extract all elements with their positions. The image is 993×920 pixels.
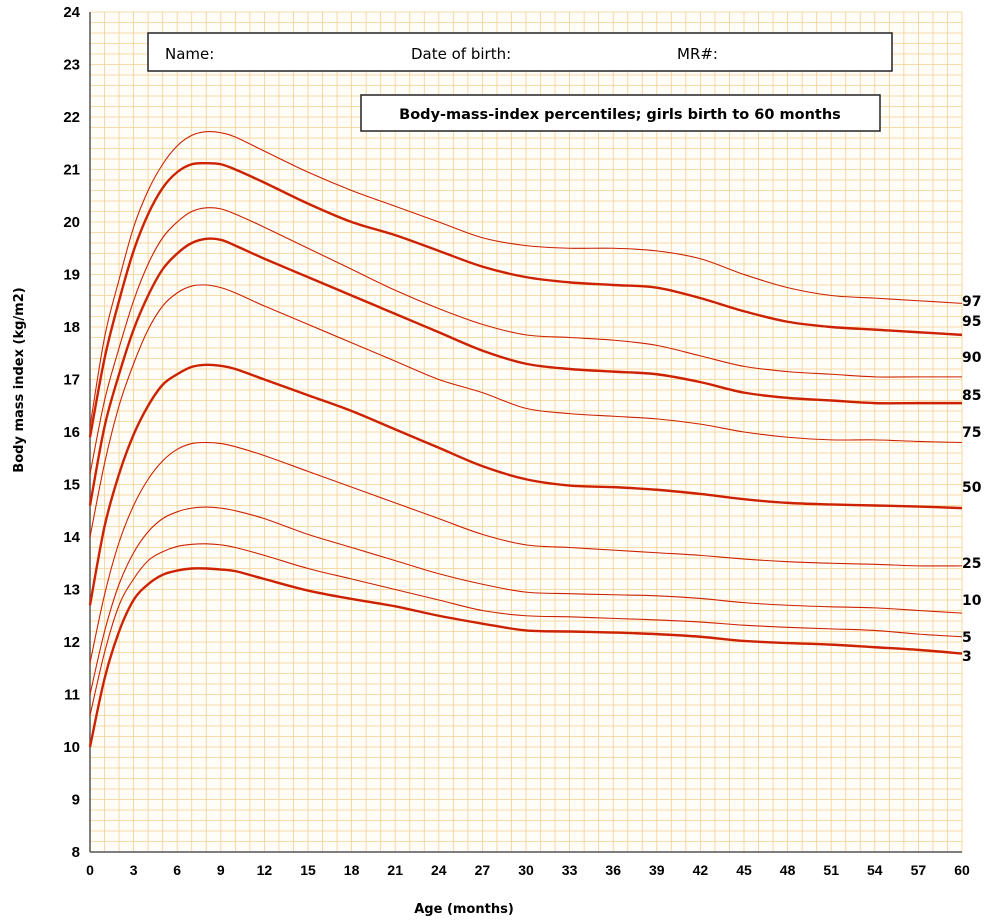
x-tick-label: 42 — [693, 862, 709, 878]
percentile-label-25: 25 — [962, 556, 981, 572]
x-tick-label: 57 — [911, 862, 927, 878]
percentile-label-90: 90 — [962, 350, 982, 366]
y-tick-label: 13 — [63, 582, 80, 599]
x-tick-label: 33 — [562, 862, 578, 878]
x-tick-label: 30 — [518, 862, 534, 878]
x-tick-label: 45 — [736, 862, 752, 878]
y-tick-label: 23 — [63, 57, 80, 74]
y-axis-title: Body mass index (kg/m2) — [12, 287, 27, 472]
percentile-curve-97 — [89, 131, 963, 427]
x-tick-label: 18 — [344, 862, 360, 878]
chart-grid — [89, 11, 963, 853]
y-axis-ticks: 8 9 10 11 12 13 14 15 16 17 18 19 20 21 22 23 24 — [63, 4, 80, 861]
y-tick-label: 22 — [63, 109, 80, 126]
percentile-labels: 97 95 90 85 75 50 25 10 5 3 — [962, 294, 982, 665]
percentile-label-10: 10 — [962, 593, 982, 609]
percentile-curves — [88, 131, 963, 748]
y-tick-label: 20 — [63, 214, 80, 231]
y-tick-label: 21 — [63, 162, 80, 179]
x-axis-title: Age (months) — [414, 902, 514, 917]
percentile-label-75: 75 — [962, 425, 981, 441]
x-tick-label: 12 — [257, 862, 273, 878]
percentile-label-95: 95 — [962, 314, 981, 330]
x-tick-label: 39 — [649, 862, 665, 878]
percentile-curve-5 — [89, 543, 963, 716]
x-tick-label: 0 — [86, 862, 94, 878]
date-of-birth-label: Date of birth: — [411, 45, 511, 63]
patient-info-box — [147, 32, 893, 72]
y-tick-label: 14 — [63, 529, 80, 546]
percentile-label-3: 3 — [962, 649, 972, 665]
percentile-label-97: 97 — [962, 294, 981, 310]
y-tick-label: 12 — [63, 634, 80, 651]
y-tick-label: 17 — [63, 372, 80, 389]
percentile-label-50: 50 — [962, 480, 982, 496]
x-tick-label: 24 — [431, 862, 447, 878]
percentile-curve-3 — [88, 567, 963, 748]
chart-title: Body-mass-index percentiles; girls birth… — [399, 107, 841, 123]
name-label: Name: — [165, 45, 214, 63]
x-tick-label: 51 — [823, 862, 839, 878]
percentile-curve-90 — [89, 207, 962, 475]
percentile-label-85: 85 — [962, 388, 981, 404]
y-tick-label: 10 — [63, 739, 80, 756]
percentile-curve-25 — [89, 441, 963, 664]
chart-title-box — [360, 94, 881, 132]
y-tick-label: 18 — [63, 319, 80, 336]
percentile-curve-85 — [88, 237, 962, 506]
y-tick-label: 11 — [64, 687, 80, 704]
y-tick-label: 15 — [63, 477, 80, 494]
x-tick-label: 27 — [475, 862, 491, 878]
x-axis-ticks: 0 3 6 9 12 15 18 21 24 27 30 33 36 39 42 45 48 51 54 57 60 — [86, 862, 970, 878]
x-tick-label: 36 — [605, 862, 621, 878]
y-tick-label: 8 — [72, 844, 80, 861]
x-tick-label: 9 — [217, 862, 225, 878]
x-tick-label: 48 — [780, 862, 796, 878]
y-tick-label: 24 — [63, 4, 80, 21]
y-tick-label: 19 — [63, 267, 80, 284]
percentile-curve-10 — [89, 506, 963, 695]
mr-number-label: MR#: — [677, 45, 718, 63]
x-tick-label: 21 — [387, 862, 403, 878]
percentile-curve-95 — [88, 161, 963, 438]
percentile-curve-75 — [89, 284, 963, 538]
x-tick-label: 54 — [867, 862, 883, 878]
x-tick-label: 6 — [173, 862, 181, 878]
y-tick-label: 16 — [63, 424, 80, 441]
x-tick-label: 3 — [130, 862, 138, 878]
y-tick-label: 9 — [72, 792, 80, 809]
x-tick-label: 15 — [300, 862, 316, 878]
percentile-curve-50 — [88, 363, 963, 606]
percentile-label-5: 5 — [962, 630, 972, 646]
x-tick-label: 60 — [954, 862, 970, 878]
